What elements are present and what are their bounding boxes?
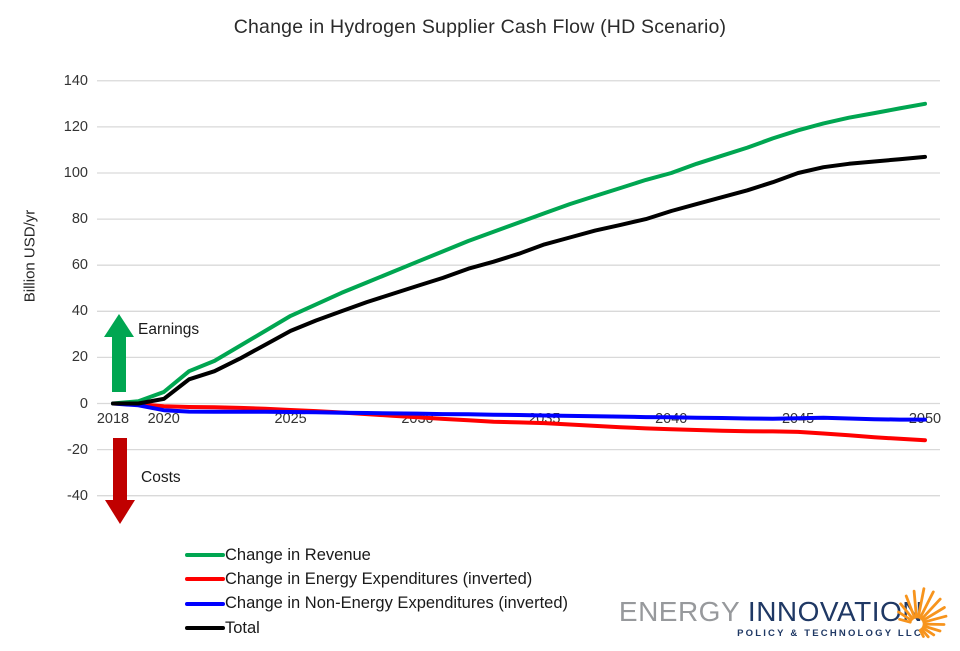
earnings-annotation: Earnings: [138, 321, 200, 338]
y-tick-label: 0: [79, 395, 88, 412]
y-tick-label: 60: [71, 257, 88, 274]
sunburst-ray: [898, 617, 912, 624]
legend-label: Total: [225, 618, 260, 637]
sunburst-icon: [897, 587, 948, 639]
costs-annotation: Costs: [141, 469, 181, 486]
sunburst-ray: [897, 610, 913, 622]
sunburst-ray: [918, 628, 925, 638]
legend-item: Total: [185, 616, 568, 640]
legend-item: Change in Non-Energy Expenditures (inver…: [185, 592, 568, 616]
legend-label: Change in Revenue: [225, 545, 371, 564]
x-tick-label: 2020: [147, 411, 180, 427]
y-tick-label: 140: [63, 72, 88, 89]
legend-item: Change in Energy Expenditures (inverted): [185, 567, 568, 591]
logo-word-energy: ENERGY: [618, 596, 740, 627]
logo-tagline: POLICY & TECHNOLOGY LLC: [737, 628, 923, 639]
x-tick-label: 2030: [401, 411, 434, 427]
x-tick-label: 2018: [96, 411, 130, 427]
y-tick-label: -20: [67, 441, 88, 458]
legend: Change in Revenue Change in Energy Expend…: [185, 543, 568, 640]
legend-label: Change in Non-Energy Expenditures (inver…: [225, 594, 569, 613]
y-tick-label: -40: [67, 487, 88, 504]
x-tick-label: 2035: [528, 411, 561, 427]
y-tick-label: 40: [71, 303, 88, 320]
x-tick-label: 2050: [908, 411, 942, 427]
sunburst-ray: [920, 597, 942, 621]
sunburst-ray: [922, 614, 948, 624]
x-tick-label: 2045: [781, 411, 815, 427]
chart-title: Change in Hydrogen Supplier Cash Flow (H…: [233, 16, 727, 38]
legend-swatch: [185, 601, 225, 606]
y-tick-label: 120: [63, 118, 88, 135]
y-tick-label: 80: [71, 211, 88, 228]
sunburst-ray: [899, 602, 915, 620]
energy-innovation-logo: ENERGY INNOVATION POLICY & TECHNOLOGY LL…: [619, 597, 923, 640]
x-tick-label: 2040: [655, 411, 688, 427]
sunburst-ray: [918, 590, 935, 620]
y-tick-label: 20: [71, 349, 88, 366]
sunburst-ray: [921, 606, 946, 622]
legend-item: Change in Revenue: [185, 543, 568, 567]
sunburst-ray: [916, 587, 926, 619]
legend-swatch: [185, 577, 225, 582]
logo-wordmark: ENERGY INNOVATION: [619, 597, 923, 627]
legend-swatch: [185, 626, 225, 631]
legend-swatch: [185, 553, 225, 558]
sunburst-ray: [920, 627, 930, 639]
legend-label: Change in Energy Expenditures (inverted): [225, 570, 533, 589]
logo-word-innovation: INNOVATION: [747, 596, 923, 627]
sunburst-ray: [912, 589, 918, 619]
sunburst-ray: [921, 626, 936, 637]
x-tick-label: 2025: [274, 411, 307, 427]
sunburst-ray: [922, 624, 942, 633]
sunburst-ray: [904, 594, 916, 619]
y-tick-label: 100: [63, 164, 88, 181]
